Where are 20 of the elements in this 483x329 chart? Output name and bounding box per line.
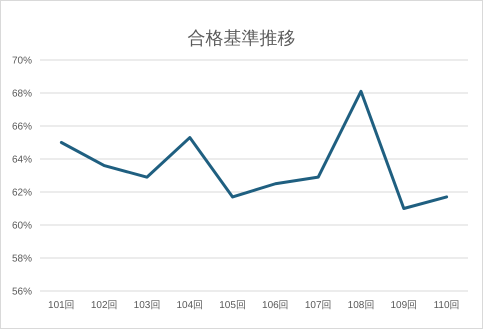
y-tick-label: 64% xyxy=(12,154,32,166)
x-tick-label: 102回 xyxy=(90,300,118,311)
x-tick-label: 103回 xyxy=(134,300,160,311)
x-tick-label: 109回 xyxy=(390,300,418,311)
y-tick-label: 56% xyxy=(12,286,32,298)
x-tick-label: 105回 xyxy=(219,300,246,311)
x-tick-label: 106回 xyxy=(262,300,289,311)
x-tick-label: 101回 xyxy=(48,300,75,311)
y-tick-label: 60% xyxy=(12,220,32,232)
y-tick-label: 58% xyxy=(12,254,32,264)
line-series xyxy=(60,90,448,210)
x-tick-label: 107回 xyxy=(304,300,332,311)
y-tick-label: 62% xyxy=(12,188,32,198)
x-tick-label: 108回 xyxy=(348,300,374,311)
x-tick-label: 104回 xyxy=(176,300,204,311)
y-tick-label: 68% xyxy=(12,88,32,100)
chart-title: 合格基準推移 xyxy=(188,28,296,48)
x-tick-label: 110回 xyxy=(434,300,460,311)
y-tick-label: 70% xyxy=(12,56,32,66)
y-tick-label: 66% xyxy=(12,122,32,132)
